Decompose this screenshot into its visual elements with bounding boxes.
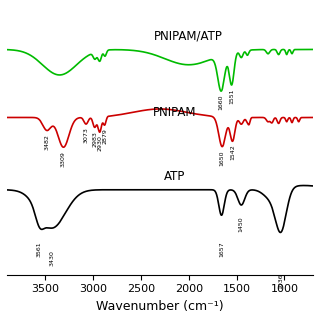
Text: PNIPAM/ATP: PNIPAM/ATP [154, 29, 223, 42]
Text: 3430: 3430 [49, 250, 54, 266]
Text: 1450: 1450 [239, 216, 244, 232]
Text: 1650: 1650 [220, 150, 225, 165]
Text: 3309: 3309 [61, 151, 66, 166]
Text: ATP: ATP [164, 170, 185, 182]
Text: 3073: 3073 [84, 127, 89, 143]
Text: 2983: 2983 [92, 131, 97, 147]
Text: 3482: 3482 [44, 134, 49, 150]
Text: 2879: 2879 [102, 129, 107, 144]
Text: 1551: 1551 [229, 88, 234, 104]
X-axis label: Wavenumber (cm⁻¹): Wavenumber (cm⁻¹) [96, 300, 224, 313]
Text: 1542: 1542 [230, 145, 235, 161]
Text: PNIPAM: PNIPAM [153, 106, 196, 119]
Text: 2930: 2930 [97, 136, 102, 151]
Text: 1660: 1660 [219, 94, 224, 110]
Text: 1657: 1657 [219, 242, 224, 257]
Text: 3561: 3561 [37, 241, 42, 257]
Text: 1036: 1036 [278, 273, 284, 289]
